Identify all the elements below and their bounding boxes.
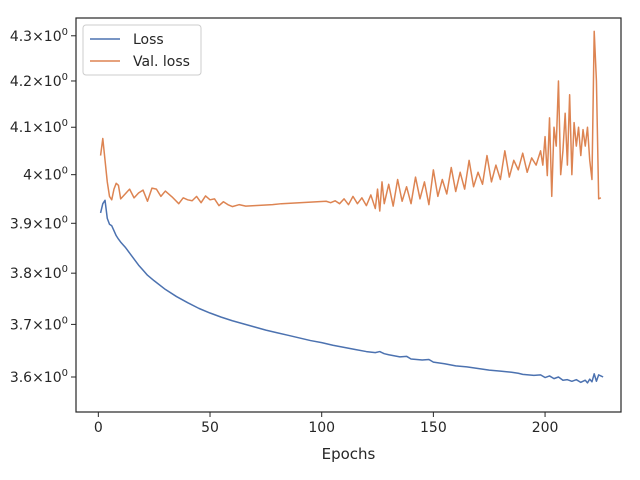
y-tick-label: 3.7×100 <box>10 315 68 333</box>
y-tick-label: 3.6×100 <box>10 368 68 386</box>
series-line-val-loss <box>99 30 602 212</box>
y-tick-label: 3.8×100 <box>10 264 68 282</box>
series-line-loss <box>99 199 604 384</box>
y-tick-label: 4×100 <box>23 166 68 184</box>
plot-area <box>76 18 621 412</box>
legend-label: Val. loss <box>133 54 190 70</box>
plot-frame <box>75 17 622 413</box>
y-tick-label: 4.2×100 <box>10 72 68 90</box>
y-tick-label: 3.9×100 <box>10 214 68 232</box>
series-layer <box>99 30 604 384</box>
x-tick-label: 0 <box>94 420 103 436</box>
legend-box <box>82 24 202 76</box>
x-tick-label: 100 <box>308 420 335 436</box>
x-tick-label: 50 <box>201 420 219 436</box>
x-axis: 0 50 100 150 200 <box>94 412 559 436</box>
x-tick-label: 200 <box>532 420 559 436</box>
x-axis-label: Epochs <box>322 445 376 463</box>
x-tick-label: 150 <box>420 420 447 436</box>
y-axis: 3.6×100 3.7×100 3.8×100 3.9×100 4×100 4.1×100… <box>10 27 76 386</box>
y-tick-label: 4.1×100 <box>10 118 68 136</box>
legend-label: Loss <box>133 32 164 48</box>
legend: Loss Val. loss <box>82 24 202 76</box>
y-tick-label: 4.3×100 <box>10 27 68 45</box>
